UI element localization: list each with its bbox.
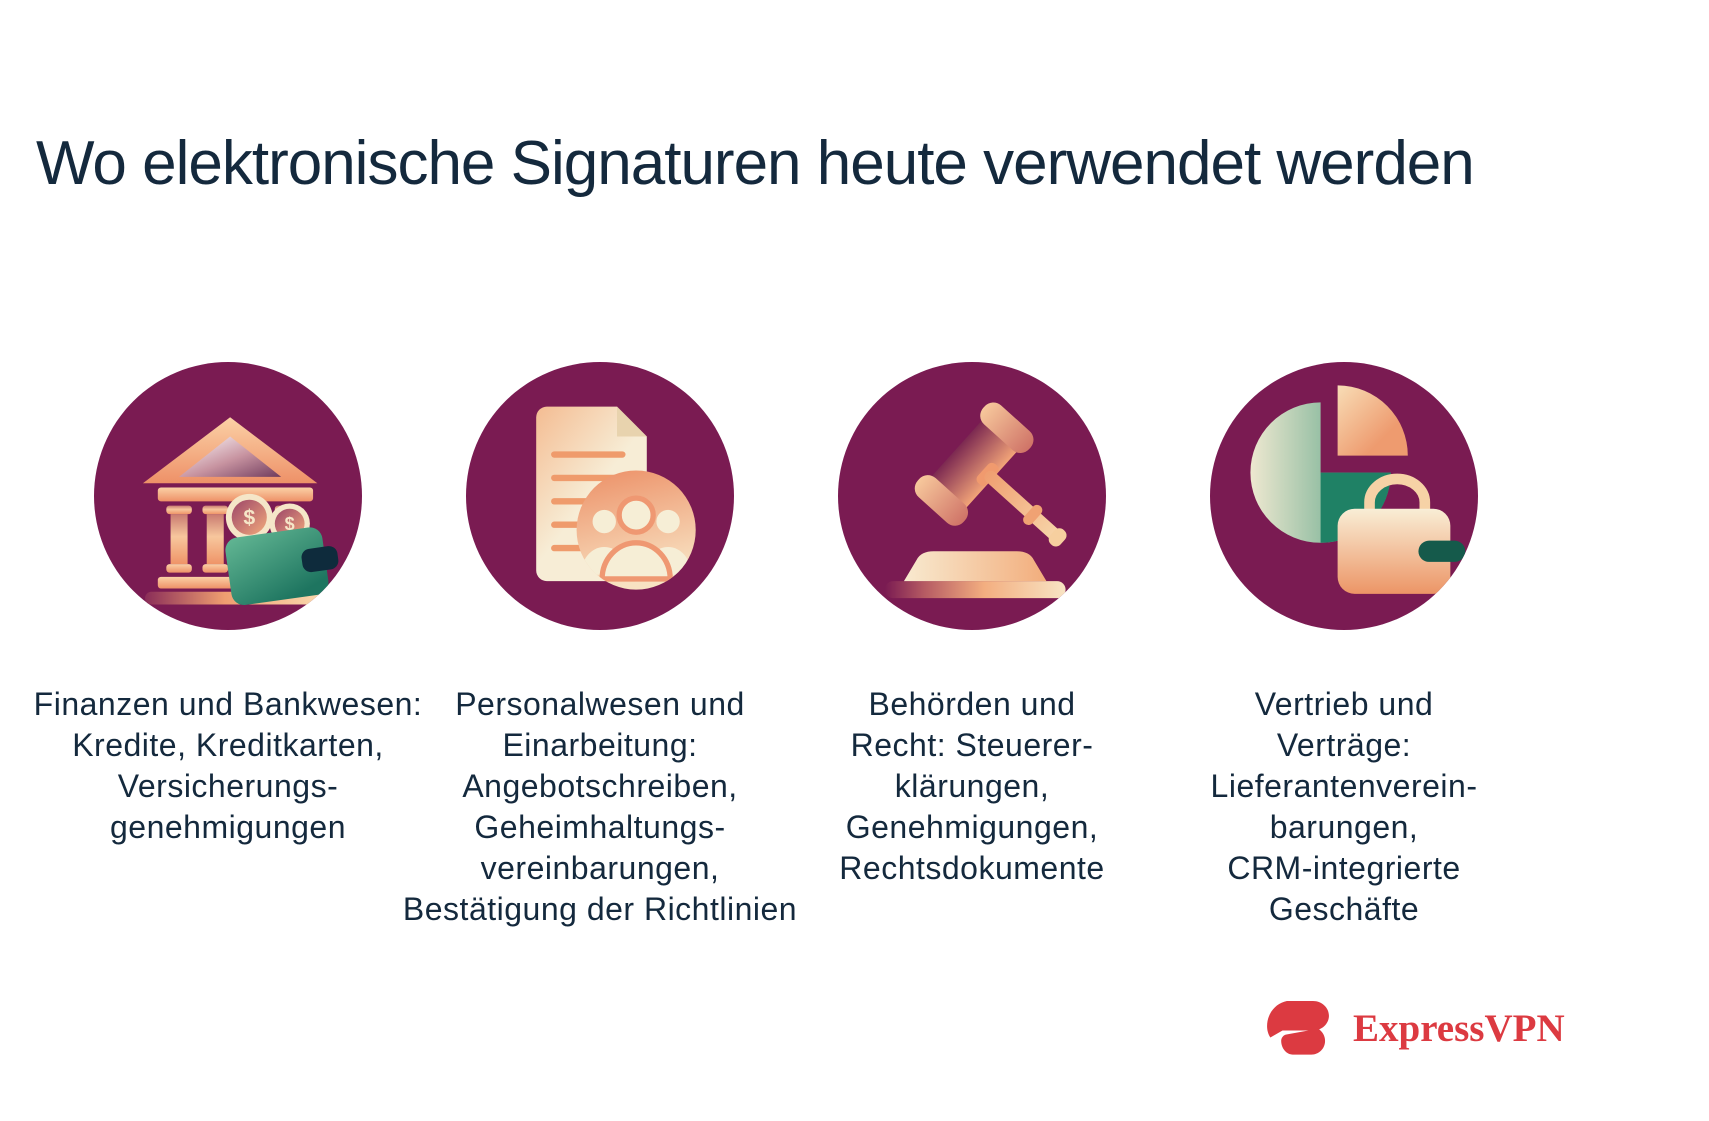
svg-text:$: $ xyxy=(243,506,255,530)
item-hr-onboarding: Personalwesen und Einarbeitung: Angebots… xyxy=(385,362,815,930)
legal-caption: Behörden und Recht: Steuerer- klärungen,… xyxy=(839,686,1105,886)
briefcase xyxy=(1337,473,1466,594)
hr-caption: Personalwesen und Einarbeitung: Angebots… xyxy=(402,686,798,927)
brand-logo: ExpressVPN xyxy=(1267,1000,1565,1058)
svg-text:$: $ xyxy=(285,514,295,534)
sales-caption: Vertrieb und Verträge: Lieferantenverein… xyxy=(1210,686,1478,927)
document-people-icon xyxy=(536,406,696,590)
item-sales-contracts: Vertrieb und Verträge: Lieferantenverein… xyxy=(1129,362,1559,930)
sound-block xyxy=(903,551,1047,582)
item-government-legal: Behörden und Recht: Steuerer- klärungen,… xyxy=(757,362,1187,889)
gavel-icon xyxy=(884,402,1067,599)
page-title: Wo elektronische Signaturen heute verwen… xyxy=(36,129,1475,198)
pie-briefcase-icon xyxy=(1250,385,1466,594)
wallet xyxy=(225,527,339,606)
gavel-base-bar xyxy=(884,581,1066,599)
people-group xyxy=(576,470,696,590)
gavel-handle xyxy=(976,462,1067,547)
finance-circle: $ $ xyxy=(94,362,362,630)
legal-circle xyxy=(838,362,1106,630)
expressvpn-logo-icon xyxy=(1267,1000,1329,1055)
sales-circle xyxy=(1210,362,1478,630)
bank-wallet-icon: $ $ xyxy=(142,417,339,606)
gavel-head xyxy=(914,402,1034,526)
item-finance-banking: $ $ Finanzen und Bankwesen: Kredite, Kre… xyxy=(13,362,443,848)
finance-caption: Finanzen und Bankwesen: Kredite, Kreditk… xyxy=(33,686,423,845)
brand-wordmark: ExpressVPN xyxy=(1353,1007,1565,1050)
hr-circle xyxy=(466,362,734,630)
